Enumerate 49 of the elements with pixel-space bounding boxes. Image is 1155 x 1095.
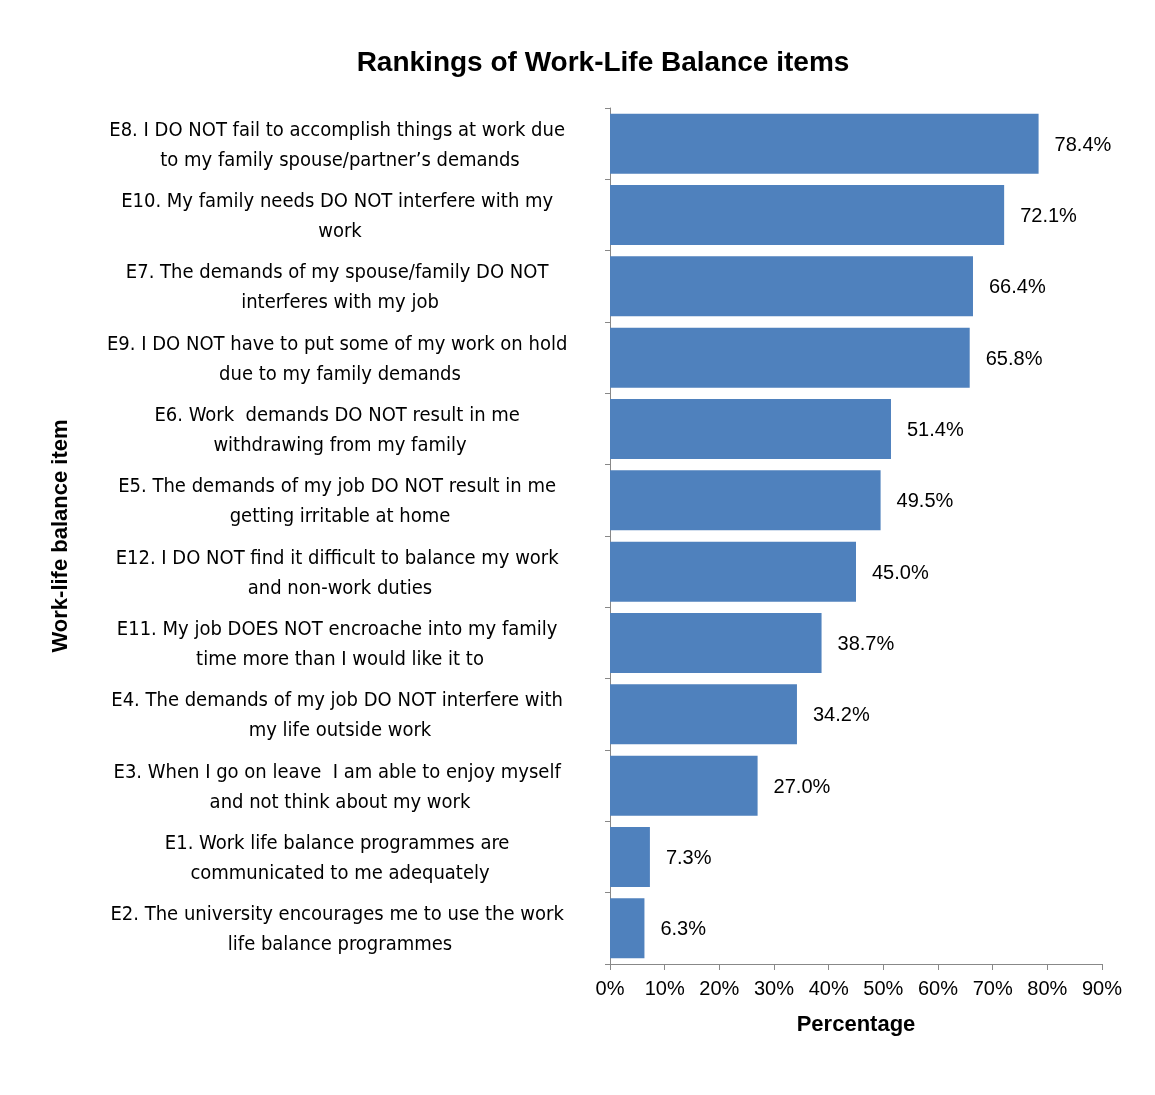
- data-label: 78.4%: [1054, 132, 1112, 155]
- data-label: 27.0%: [773, 774, 831, 797]
- data-label: 7.3%: [665, 846, 712, 868]
- y-tick-label: E3. When I go on leave I am able to enjoy myself and not think about my work: [113, 758, 567, 813]
- y-tick-label: E9. I DO NOT have to put some of my work on hold due to my family demands: [106, 330, 574, 385]
- y-tick-label: E12. I DO NOT find it difficult to balance my work and non-work duties: [115, 544, 565, 599]
- bar: [610, 613, 822, 673]
- bar: [610, 898, 645, 959]
- y-tick-label: E10. My family needs DO NOT interfere with my work: [121, 188, 559, 242]
- data-label: 34.2%: [812, 703, 870, 726]
- chart-title: Rankings of Work-Life Balance items: [356, 45, 850, 77]
- x-tick-label: 30%: [753, 977, 795, 999]
- data-label: 72.1%: [1020, 204, 1078, 226]
- bar: [610, 470, 881, 531]
- bar: [610, 113, 1039, 174]
- bar: [610, 684, 797, 745]
- bar: [610, 755, 758, 816]
- data-label: 45.0%: [872, 560, 929, 583]
- data-label: 38.7%: [837, 632, 895, 654]
- bar: [610, 399, 891, 459]
- data-label: 65.8%: [985, 346, 1043, 369]
- x-tick-label: 50%: [863, 977, 904, 999]
- y-tick-label: E7. The demands of my spouse/family DO NOT interferes with my job: [125, 259, 555, 314]
- x-tick-label: 70%: [972, 977, 1013, 999]
- bar: [610, 256, 973, 317]
- data-label: 6.3%: [660, 917, 707, 940]
- y-tick-label: E6. Work demands DO NOT result in me withdrawing from my family: [154, 402, 526, 456]
- x-axis-title: Percentage: [796, 1010, 916, 1036]
- y-tick-label: E5. The demands of my job DO NOT result in me getting irritable at home: [118, 473, 562, 528]
- data-label: 51.4%: [906, 418, 964, 440]
- y-tick-label: E2. The university encourages me to use the work life balance programmes: [110, 901, 570, 956]
- bar: [610, 327, 970, 388]
- y-tick-label: E4. The demands of my job DO NOT interfere with my life outside work: [111, 687, 569, 742]
- data-label: 49.5%: [896, 489, 954, 512]
- x-tick-label: 60%: [917, 977, 959, 999]
- x-tick-label: 40%: [808, 977, 849, 999]
- x-tick-label: 10%: [644, 977, 685, 999]
- y-tick-label: E11. My job DOES NOT encroache into my family time more than I would like it to: [116, 616, 564, 670]
- bar: [610, 541, 856, 602]
- x-tick-label: 20%: [699, 977, 740, 999]
- bar: [610, 185, 1005, 245]
- x-tick-label: 80%: [1027, 977, 1068, 999]
- y-axis-title: Work-life balance item: [46, 419, 72, 653]
- bar: [610, 827, 650, 887]
- y-tick-label: E8. I DO NOT fail to accomplish things at work due to my family spouse/partner’s demands: [109, 116, 571, 171]
- x-tick-label: 0%: [595, 977, 625, 999]
- y-tick-label: E1. Work life balance programmes are communicated to me adequately: [164, 830, 516, 884]
- x-tick-label: 90%: [1081, 977, 1123, 999]
- data-label: 66.4%: [988, 275, 1046, 298]
